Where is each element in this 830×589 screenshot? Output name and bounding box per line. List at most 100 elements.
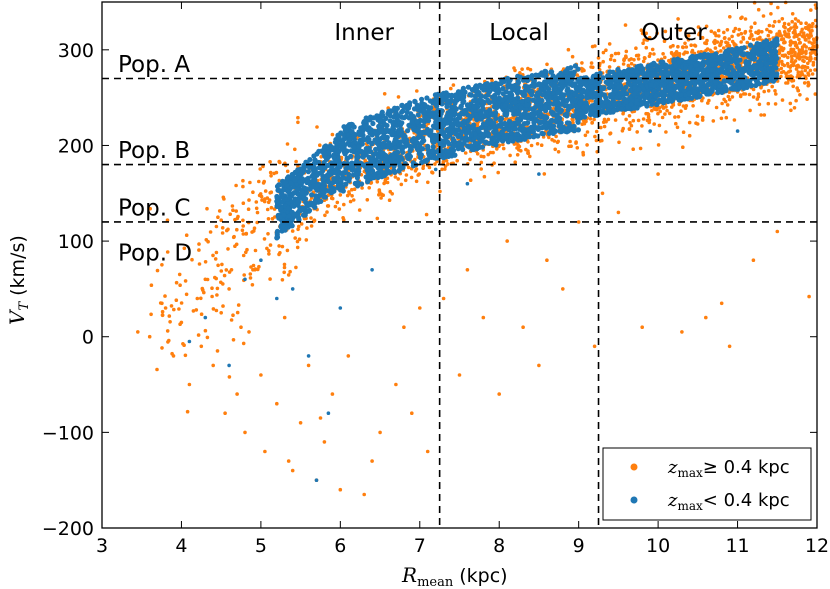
data-point bbox=[681, 104, 686, 108]
data-point bbox=[782, 30, 787, 34]
data-point bbox=[685, 96, 691, 102]
data-point bbox=[758, 65, 764, 72]
data-point bbox=[721, 74, 725, 79]
data-point bbox=[571, 69, 577, 75]
data-point bbox=[728, 14, 732, 19]
data-point bbox=[203, 260, 208, 264]
data-point bbox=[266, 232, 270, 236]
data-point bbox=[607, 83, 614, 89]
data-point bbox=[811, 60, 816, 65]
data-point bbox=[657, 123, 662, 128]
data-point bbox=[294, 265, 298, 270]
data-point bbox=[499, 130, 505, 136]
data-point bbox=[787, 74, 791, 79]
data-point bbox=[669, 51, 674, 56]
data-point bbox=[710, 52, 716, 59]
data-point bbox=[791, 47, 796, 52]
data-point bbox=[168, 320, 172, 324]
data-point bbox=[712, 41, 717, 46]
data-point bbox=[520, 67, 524, 71]
data-point bbox=[554, 134, 558, 139]
data-point bbox=[404, 173, 409, 177]
data-point bbox=[802, 81, 807, 85]
data-point bbox=[290, 468, 295, 473]
data-point bbox=[781, 69, 786, 74]
data-point bbox=[793, 50, 797, 55]
data-point bbox=[607, 42, 612, 46]
data-point bbox=[535, 142, 540, 146]
data-point bbox=[603, 79, 609, 85]
data-point bbox=[149, 312, 153, 317]
data-point bbox=[545, 258, 549, 263]
data-point bbox=[594, 138, 599, 143]
data-point bbox=[246, 207, 251, 211]
data-point bbox=[422, 114, 428, 120]
data-point bbox=[182, 246, 187, 251]
data-point bbox=[330, 392, 335, 396]
data-point bbox=[424, 95, 430, 101]
data-point bbox=[217, 209, 222, 213]
data-point bbox=[494, 138, 500, 144]
data-point bbox=[351, 144, 357, 150]
data-point bbox=[675, 53, 679, 57]
data-point bbox=[257, 264, 261, 269]
data-point bbox=[505, 239, 510, 243]
data-point bbox=[205, 206, 209, 211]
data-point bbox=[567, 144, 571, 149]
data-point bbox=[792, 53, 797, 58]
data-point bbox=[777, 29, 782, 34]
data-point bbox=[583, 100, 589, 106]
data-point bbox=[274, 170, 279, 175]
data-point bbox=[647, 120, 651, 125]
data-point bbox=[239, 325, 243, 330]
data-point bbox=[640, 325, 644, 330]
data-point bbox=[700, 118, 705, 122]
data-point bbox=[211, 253, 215, 258]
data-point bbox=[294, 186, 300, 192]
data-point bbox=[486, 89, 493, 95]
data-point bbox=[478, 93, 484, 99]
data-point bbox=[338, 487, 343, 492]
data-point bbox=[335, 200, 340, 205]
data-point bbox=[231, 235, 236, 240]
data-point bbox=[255, 210, 260, 215]
data-point bbox=[694, 121, 698, 125]
data-point bbox=[247, 330, 251, 334]
data-point bbox=[278, 251, 282, 255]
data-point bbox=[369, 141, 375, 147]
data-point bbox=[656, 172, 660, 176]
data-point bbox=[464, 102, 471, 108]
data-point bbox=[216, 215, 220, 219]
data-point bbox=[790, 54, 794, 58]
data-point bbox=[663, 29, 668, 34]
data-point bbox=[575, 73, 579, 77]
data-point bbox=[794, 98, 798, 103]
data-point bbox=[790, 19, 794, 24]
data-point bbox=[628, 121, 632, 125]
data-point bbox=[791, 40, 795, 45]
data-point bbox=[305, 226, 309, 230]
data-point bbox=[787, 35, 791, 39]
data-point bbox=[655, 31, 659, 36]
data-point bbox=[445, 126, 451, 132]
data-point bbox=[228, 212, 232, 216]
data-point bbox=[485, 98, 491, 104]
data-point bbox=[261, 164, 265, 169]
data-point bbox=[658, 109, 662, 114]
data-point bbox=[804, 21, 808, 26]
data-point bbox=[197, 248, 201, 252]
data-point bbox=[279, 192, 286, 198]
data-point bbox=[479, 167, 484, 171]
data-point bbox=[231, 208, 235, 212]
data-point bbox=[490, 78, 494, 83]
data-point bbox=[782, 21, 787, 26]
data-point bbox=[342, 202, 346, 207]
data-point bbox=[531, 105, 537, 111]
data-point bbox=[705, 38, 709, 43]
data-point bbox=[403, 178, 408, 183]
data-point bbox=[163, 306, 168, 310]
data-point bbox=[681, 145, 685, 149]
data-point bbox=[497, 392, 502, 396]
data-point bbox=[793, 29, 797, 34]
data-point bbox=[762, 113, 767, 117]
